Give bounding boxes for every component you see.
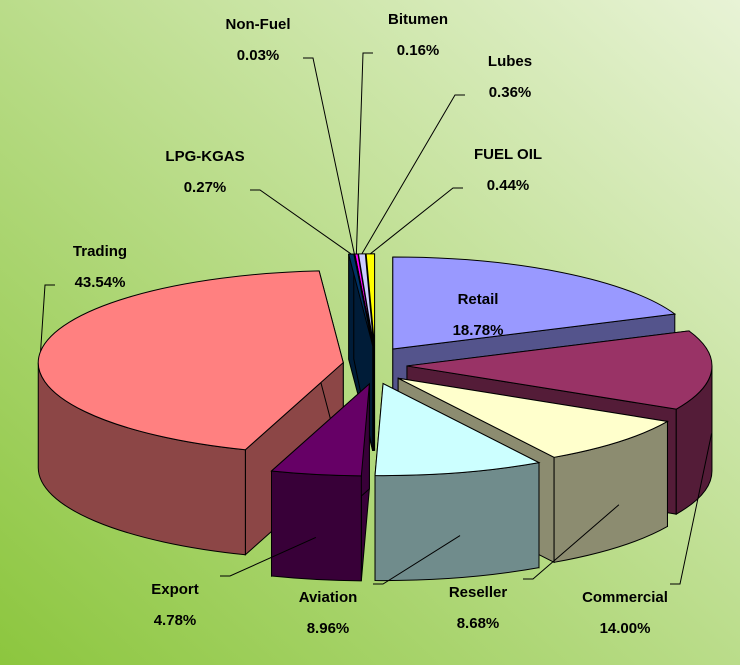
slice bbox=[374, 382, 541, 582]
value-label: 0.36% bbox=[489, 84, 532, 101]
slice-top bbox=[397, 377, 669, 458]
slice-outer-wall bbox=[374, 462, 540, 582]
category-label: Bitumen bbox=[388, 11, 448, 28]
slice bbox=[270, 382, 370, 582]
category-label: Retail bbox=[458, 291, 499, 308]
leader-line bbox=[250, 189, 352, 255]
category-label: Trading bbox=[73, 243, 127, 260]
leader-line bbox=[40, 284, 55, 352]
value-label: 0.27% bbox=[184, 179, 227, 196]
value-label: 8.96% bbox=[307, 620, 350, 637]
slice-top bbox=[392, 256, 677, 350]
category-label: Export bbox=[151, 581, 199, 598]
value-label: 43.54% bbox=[75, 274, 126, 291]
slice-top bbox=[37, 270, 344, 451]
value-label: 0.03% bbox=[237, 47, 280, 64]
leader-line bbox=[670, 433, 713, 585]
slice-top bbox=[374, 382, 541, 477]
value-label: 0.44% bbox=[487, 177, 530, 194]
value-label: 4.78% bbox=[154, 612, 197, 629]
category-label: LPG-KGAS bbox=[165, 148, 244, 165]
leader-line bbox=[220, 537, 317, 577]
slice-top bbox=[357, 253, 375, 346]
value-label: 8.68% bbox=[457, 615, 500, 632]
leader-line bbox=[373, 535, 461, 585]
category-label: Non-Fuel bbox=[226, 16, 291, 33]
category-label: FUEL OIL bbox=[474, 146, 542, 163]
leader-line bbox=[355, 52, 373, 254]
leader-line bbox=[303, 57, 355, 255]
leader-line bbox=[370, 187, 463, 255]
category-label: Commercial bbox=[582, 589, 668, 606]
leader-line bbox=[523, 504, 620, 580]
category-label: Reseller bbox=[449, 584, 508, 601]
value-label: 0.16% bbox=[397, 42, 440, 59]
category-label: Lubes bbox=[488, 53, 532, 70]
category-label: Aviation bbox=[299, 589, 358, 606]
leader-line bbox=[361, 94, 465, 255]
slice-top bbox=[347, 253, 374, 346]
value-label: 18.78% bbox=[453, 322, 504, 339]
slice-top bbox=[406, 330, 713, 410]
value-label: 14.00% bbox=[600, 620, 651, 637]
slice-top bbox=[270, 382, 370, 477]
slice-outer-wall bbox=[270, 470, 362, 582]
